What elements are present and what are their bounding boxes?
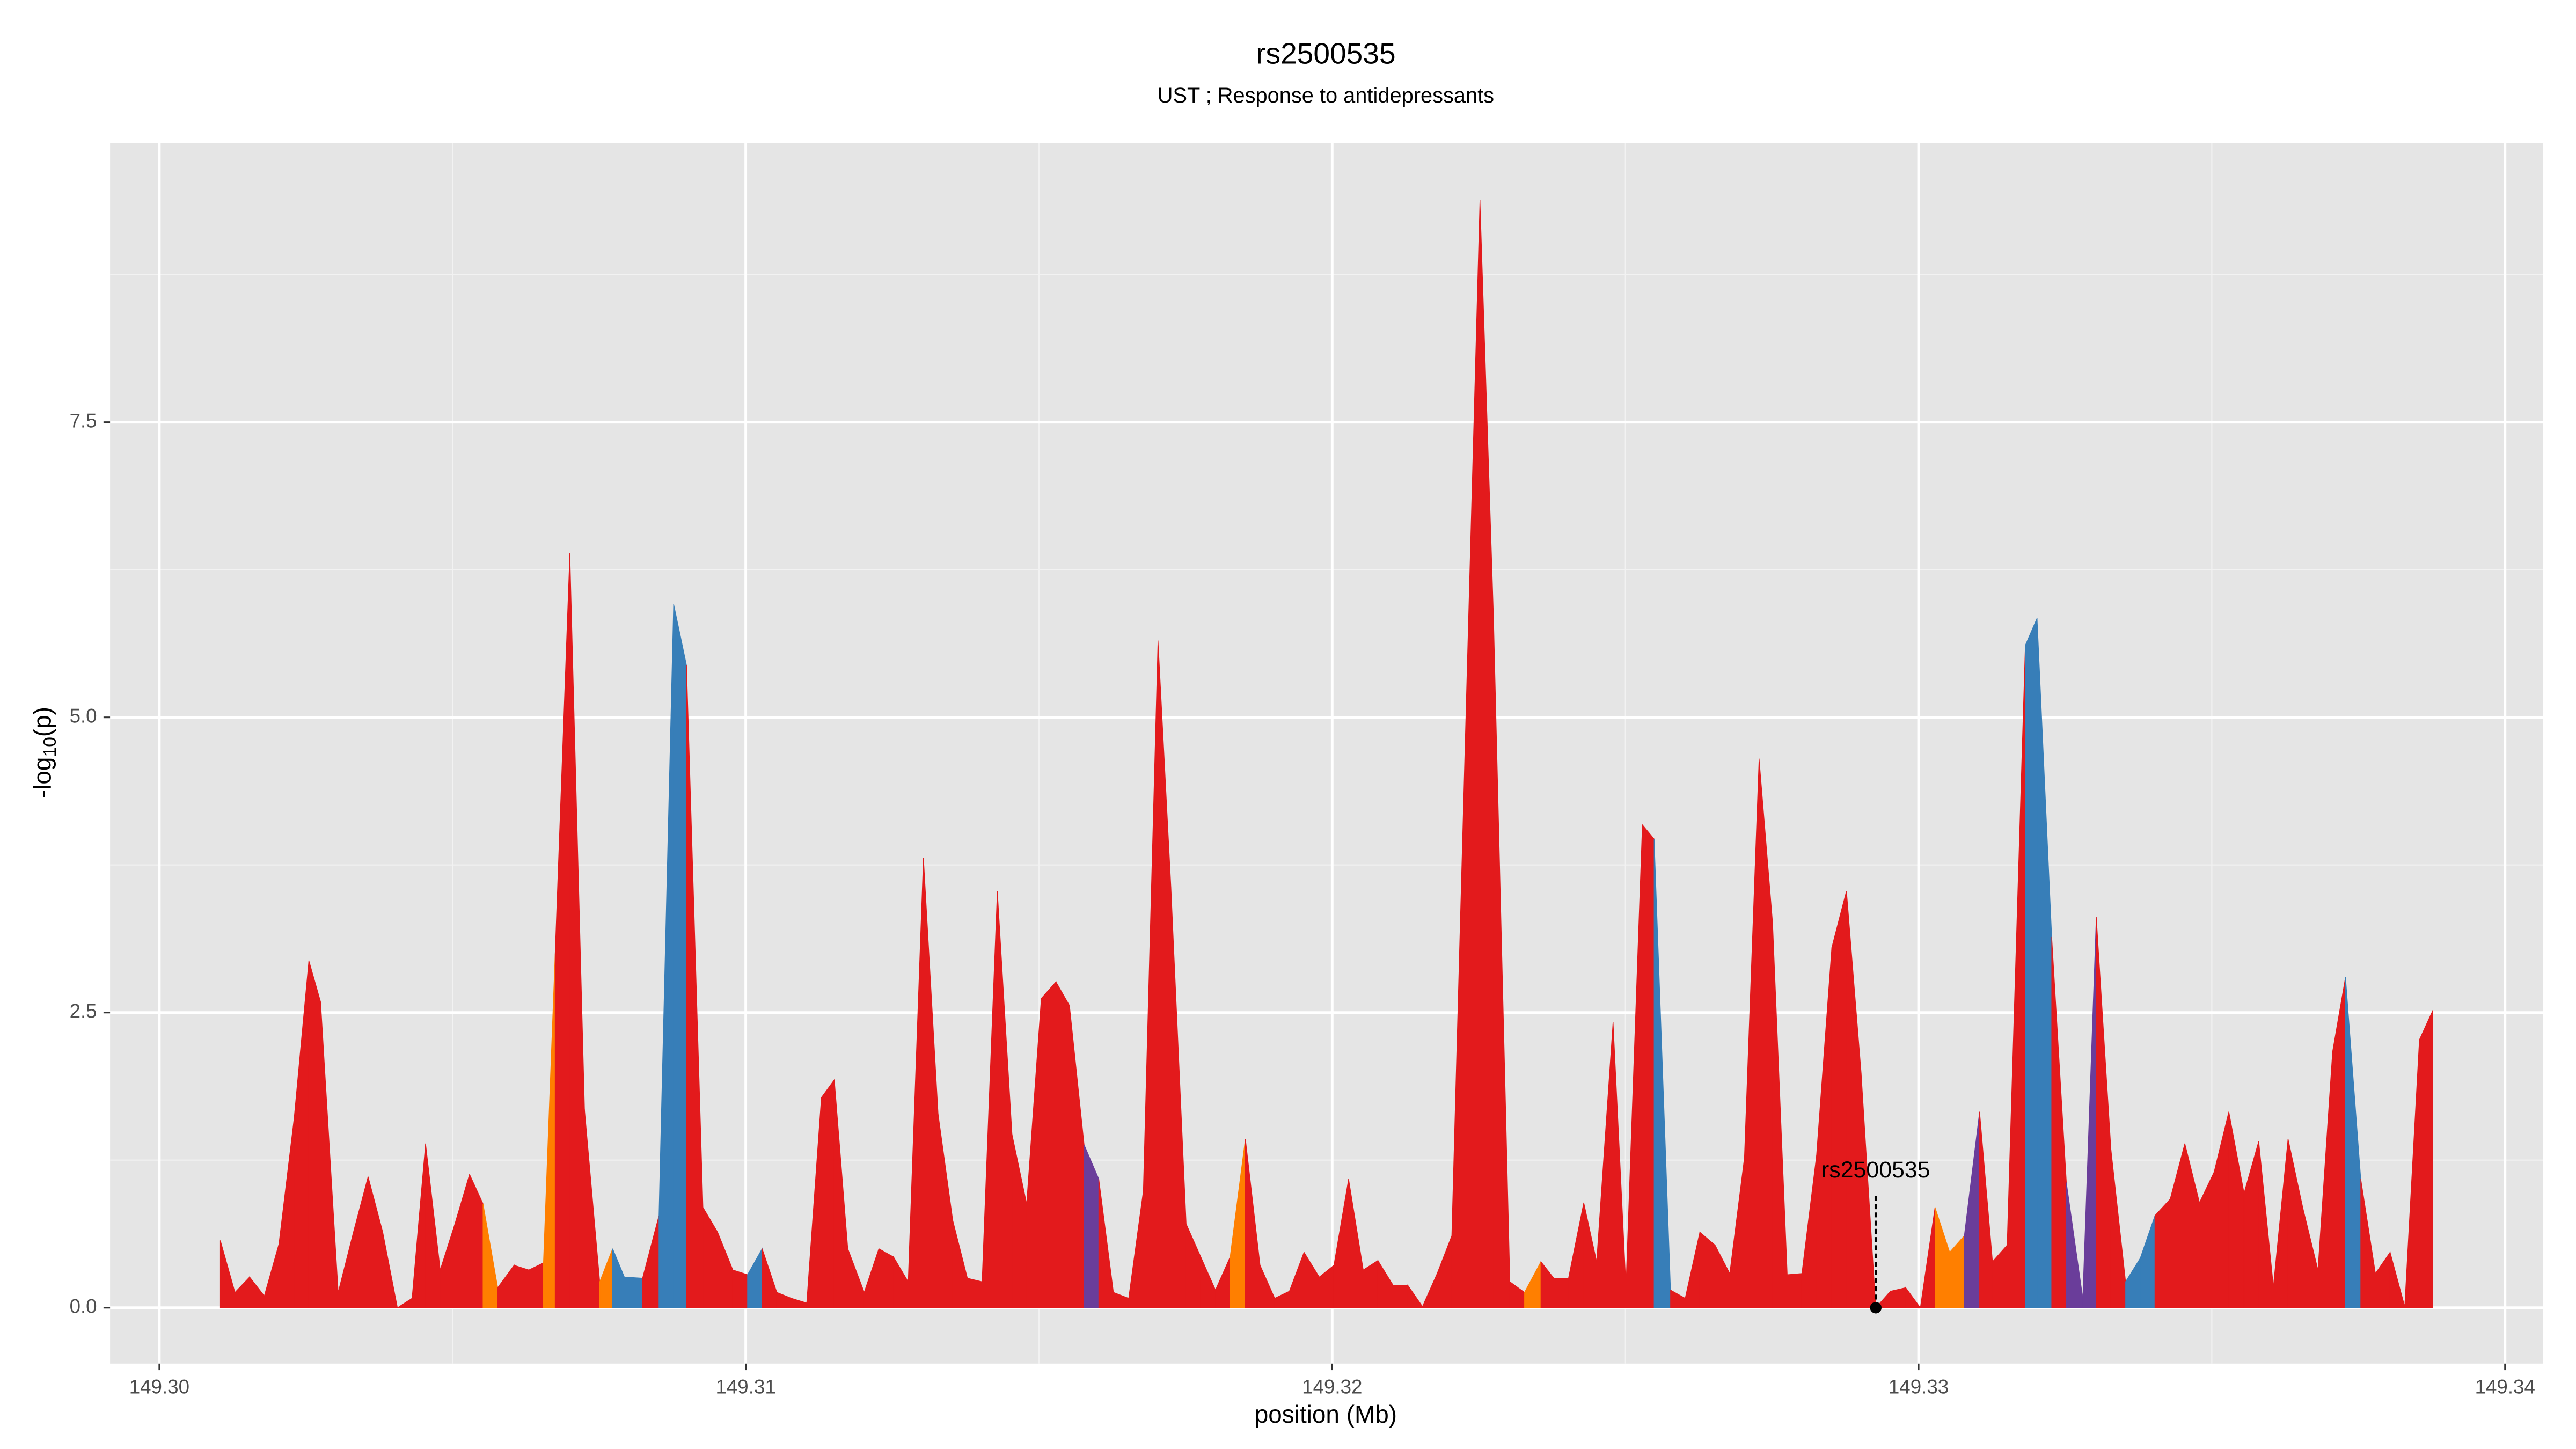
- area-segment: [2154, 1198, 2171, 1308]
- y-axis-title: -log10(p): [28, 707, 60, 798]
- y-tick-label: 0.0: [70, 1295, 97, 1317]
- area-segment: [1787, 1273, 1803, 1308]
- area-segment: [1699, 1231, 1716, 1308]
- x-tick-label: 149.34: [2475, 1375, 2535, 1397]
- area-segment: [967, 1277, 983, 1308]
- y-tick-label: 2.5: [70, 1000, 97, 1022]
- chart-title: rs2500535: [1256, 37, 1395, 70]
- area-segment: [1642, 824, 1655, 1308]
- area-segment: [2025, 618, 2038, 1308]
- area-segment: [1056, 980, 1070, 1308]
- area-segment: [821, 1079, 835, 1308]
- area-segment: [514, 1264, 529, 1308]
- x-axis-title: position (Mb): [1255, 1400, 1397, 1428]
- y-axis-title-subscript: 10: [40, 737, 60, 757]
- area-segment: [528, 1262, 544, 1308]
- area-segment: [732, 1269, 748, 1308]
- area-segment: [1041, 980, 1057, 1308]
- area-segment: [2419, 1010, 2433, 1308]
- area-segment: [1861, 1072, 1876, 1308]
- area-segment: [1905, 1286, 1921, 1308]
- area-segment: [1831, 890, 1847, 1308]
- area-segment: [1890, 1287, 1906, 1308]
- y-axis-title-suffix: (p): [28, 707, 56, 737]
- area-segment: [879, 1248, 894, 1308]
- y-axis-title-text: -log: [28, 757, 56, 799]
- area-segment: [1393, 1285, 1408, 1308]
- y-tick-label: 7.5: [70, 409, 97, 431]
- x-tick-label: 149.32: [1302, 1375, 1362, 1397]
- annotation-label: rs2500535: [1821, 1157, 1930, 1183]
- x-tick-label: 149.33: [1889, 1375, 1949, 1397]
- x-tick-label: 149.30: [129, 1375, 189, 1397]
- x-tick-label: 149.31: [715, 1375, 775, 1397]
- y-tick-label: 5.0: [70, 705, 97, 727]
- area-segment: [382, 1232, 398, 1308]
- area-segment: [308, 960, 321, 1308]
- chart-subtitle: UST ; Response to antidepressants: [1158, 84, 1494, 107]
- area-segment: [673, 604, 687, 1308]
- area-segment: [624, 1276, 643, 1308]
- annotation-point: [1870, 1302, 1882, 1314]
- area-segment: [1553, 1278, 1569, 1308]
